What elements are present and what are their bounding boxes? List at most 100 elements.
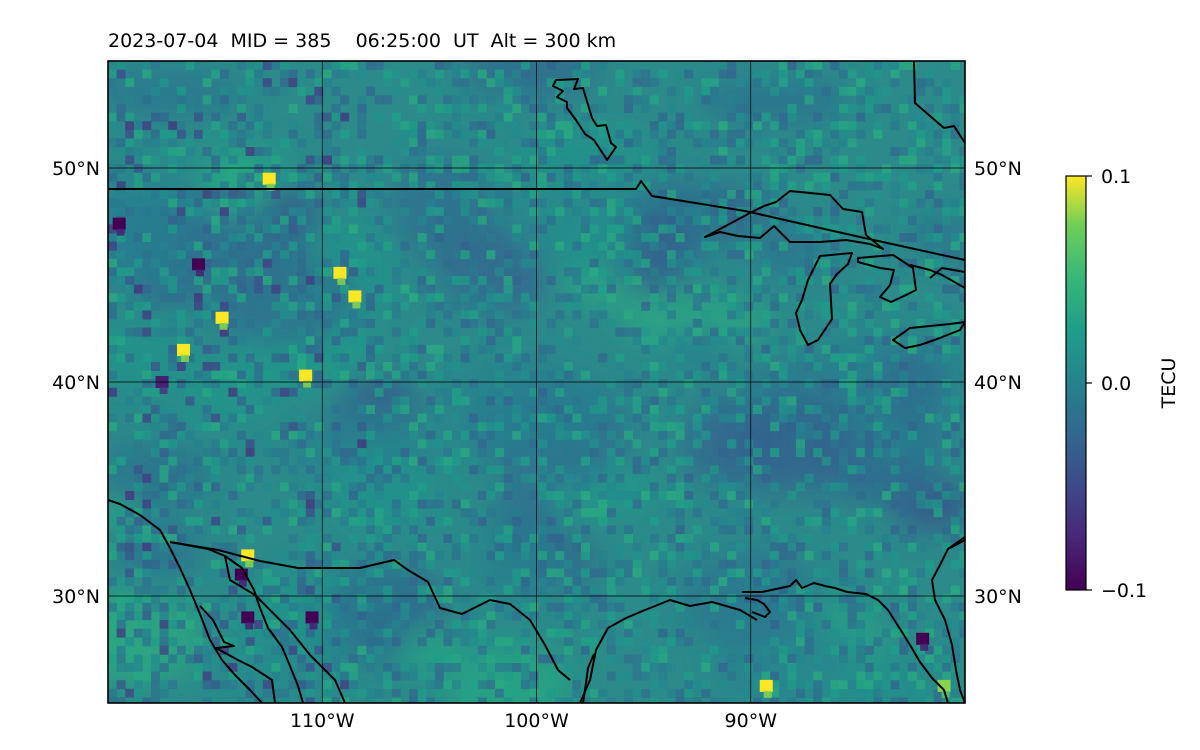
heatmap-cell <box>916 370 926 380</box>
heatmap-cell <box>641 327 651 337</box>
heatmap-cell <box>348 396 358 406</box>
heatmap-cell <box>168 491 178 500</box>
heatmap-cell <box>477 164 487 174</box>
heatmap-cell <box>598 499 608 509</box>
heatmap-cell <box>873 69 883 79</box>
heatmap-cell <box>649 654 659 664</box>
heatmap-cell <box>899 95 909 105</box>
heatmap-cell <box>237 233 246 242</box>
heatmap-cell <box>305 336 315 346</box>
heatmap-cell <box>667 688 676 698</box>
heatmap-cell <box>176 293 186 303</box>
heatmap-cell <box>185 190 195 199</box>
heatmap-cell <box>727 112 737 122</box>
heatmap-cell <box>237 284 246 294</box>
heatmap-cell <box>202 671 212 681</box>
heatmap-cell <box>598 405 608 414</box>
heatmap-cell <box>761 534 771 543</box>
heatmap-cell <box>649 190 659 199</box>
heatmap-cell <box>142 628 152 638</box>
heatmap-cell <box>133 413 143 423</box>
heatmap-cell <box>374 284 384 294</box>
heatmap-cell <box>796 267 805 277</box>
heatmap-cell <box>297 602 307 612</box>
heatmap-cell <box>262 121 272 131</box>
heatmap-cell <box>546 319 556 328</box>
heatmap-cell <box>925 147 934 156</box>
heatmap-cell <box>417 688 427 698</box>
heatmap-cell <box>641 671 651 681</box>
heatmap-cell <box>297 181 307 191</box>
heatmap-cell <box>684 327 694 337</box>
heatmap-cell <box>469 611 479 621</box>
heatmap-cell <box>323 611 332 621</box>
heatmap-cell <box>615 198 625 208</box>
heatmap-cell <box>821 611 831 621</box>
heatmap-cell <box>357 551 367 561</box>
heatmap-cell <box>821 172 831 182</box>
heatmap-cell <box>529 370 539 380</box>
heatmap-cell <box>202 293 212 303</box>
heatmap-cell <box>520 628 530 638</box>
heatmap-cell <box>133 439 143 449</box>
heatmap-cell <box>624 688 633 698</box>
heatmap-cell <box>503 86 513 96</box>
heatmap-cell <box>374 508 384 518</box>
heatmap-cell <box>391 663 401 672</box>
heatmap-cell <box>864 525 874 535</box>
heatmap-cell <box>727 697 737 703</box>
heatmap-cell <box>357 104 367 113</box>
heatmap-cell <box>176 207 186 217</box>
heatmap-cell <box>821 645 831 655</box>
heatmap-cell <box>202 129 212 139</box>
heatmap-cell <box>125 207 135 217</box>
heatmap-cell <box>890 499 900 509</box>
heatmap-cell <box>787 344 797 354</box>
heatmap-cell <box>400 78 410 88</box>
heatmap-cell <box>159 482 169 492</box>
heatmap-cell <box>804 473 814 483</box>
heatmap-cell <box>555 491 565 500</box>
heatmap-cell <box>125 542 135 552</box>
heatmap-cell <box>606 491 616 500</box>
heatmap-cell <box>856 353 866 363</box>
heatmap-cell <box>409 362 418 371</box>
heatmap-cell <box>323 456 332 466</box>
heatmap-cell <box>649 379 659 389</box>
heatmap-cell <box>125 129 135 139</box>
heatmap-cell <box>305 637 315 647</box>
heatmap-cell <box>211 482 221 492</box>
heatmap-cell <box>211 680 221 690</box>
heatmap-cell <box>409 525 418 535</box>
heatmap-cell <box>245 353 255 363</box>
heatmap-cell <box>288 215 298 225</box>
heatmap-cell <box>649 448 659 457</box>
heatmap-cell <box>778 61 788 70</box>
heatmap-cell <box>624 671 633 681</box>
heatmap-cell <box>546 405 556 414</box>
heatmap-cell <box>632 688 642 698</box>
heatmap-cell <box>409 534 418 543</box>
heatmap-cell <box>959 207 965 217</box>
heatmap-cell <box>718 147 728 156</box>
heatmap-cell <box>194 439 203 449</box>
heatmap-cell <box>168 138 178 148</box>
heatmap-cell <box>933 198 943 208</box>
heatmap-cell <box>211 112 221 122</box>
heatmap-cell <box>735 241 745 251</box>
latitude-tick-label: 40°N <box>974 372 1022 394</box>
heatmap-cell <box>108 697 117 703</box>
heatmap-cell <box>649 362 659 371</box>
heatmap-cell <box>778 362 788 371</box>
heatmap-cell <box>512 370 522 380</box>
heatmap-cell <box>598 61 608 70</box>
heatmap-cell <box>856 697 866 703</box>
heatmap-cell <box>950 534 960 543</box>
heatmap-cell <box>477 215 487 225</box>
heatmap-cell <box>391 276 401 285</box>
heatmap-cell <box>753 568 762 578</box>
heatmap-cell <box>744 224 754 234</box>
heatmap-cell <box>581 69 590 79</box>
heatmap-cell <box>391 86 401 96</box>
heatmap-cell <box>950 396 960 406</box>
